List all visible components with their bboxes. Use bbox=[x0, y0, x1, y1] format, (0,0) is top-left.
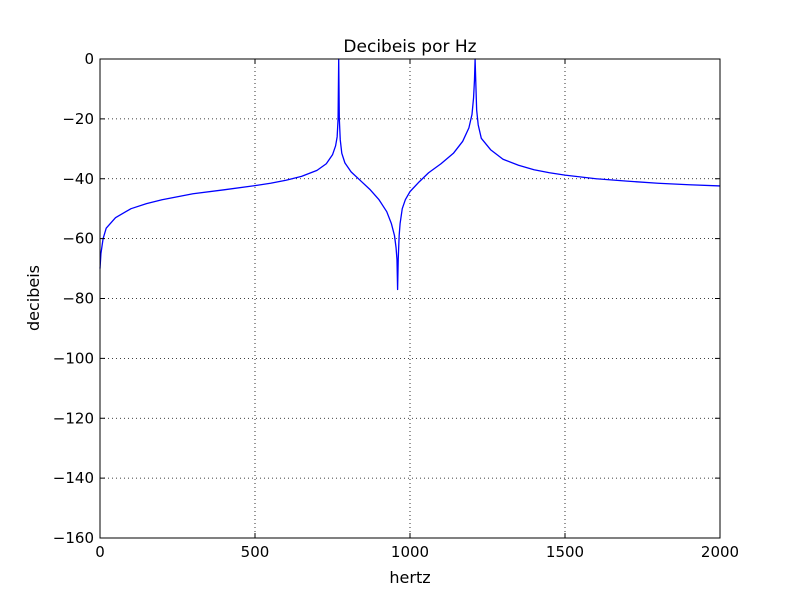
x-tick-label: 0 bbox=[95, 543, 105, 561]
y-tick-label: −60 bbox=[62, 230, 94, 248]
grid-lines bbox=[99, 58, 721, 539]
y-tick-label: −40 bbox=[62, 170, 94, 188]
x-tick-label: 2000 bbox=[701, 543, 739, 561]
y-tick-label: −20 bbox=[62, 110, 94, 128]
x-tick-label: 500 bbox=[241, 543, 270, 561]
y-tick-label: −140 bbox=[53, 469, 94, 487]
series-layer bbox=[99, 58, 721, 291]
chart-title: Decibeis por Hz bbox=[343, 37, 476, 57]
ticks: 0 500 1000 1500 2000 0 −20 −40 −60 −80 −100 −120 −14… bbox=[53, 50, 739, 561]
y-tick-label: 0 bbox=[84, 50, 94, 68]
series-line bbox=[99, 58, 721, 291]
x-tick-label: 1000 bbox=[391, 543, 429, 561]
y-tick-label: −120 bbox=[53, 409, 94, 427]
y-axis-label: decibeis bbox=[24, 265, 43, 331]
x-axis-label: hertz bbox=[389, 568, 430, 587]
y-tick-label: −160 bbox=[53, 529, 94, 547]
y-tick-label: −80 bbox=[62, 290, 94, 308]
x-tick-label: 1500 bbox=[546, 543, 584, 561]
y-tick-label: −100 bbox=[53, 349, 94, 367]
